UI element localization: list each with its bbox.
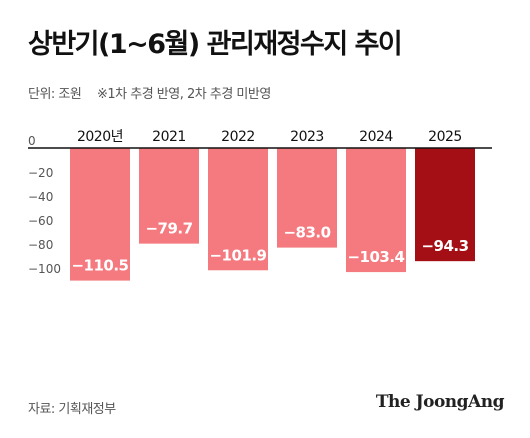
data-label: −79.7 [145,220,192,238]
data-label: −83.0 [283,224,330,242]
unit-label: 단위: 조원 [28,87,82,102]
publisher-logo: The JoongAng [375,392,505,412]
category-label: 2024 [359,129,393,145]
y-tick-label: −60 [28,214,53,228]
data-label: −103.4 [347,248,404,266]
chart-note: ※1차 추경 반영, 2차 추경 미반영 [97,87,271,102]
y-tick-label: −40 [28,190,53,204]
data-label: −94.3 [421,237,468,255]
bar [346,148,406,273]
category-label: 2021 [152,129,186,145]
chart-title: 상반기(1~6월) 관리재정수지 추이 [28,29,403,60]
bar [139,148,199,244]
chart-subtitle: 단위: 조원 ※1차 추경 반영, 2차 추경 미반영 [28,83,283,102]
category-label: 2022 [221,129,255,145]
bar [208,148,268,271]
source-label: 자료: 기획재정부 [28,402,116,417]
bar [70,148,130,281]
data-label: −110.5 [71,257,128,275]
bar [415,148,475,262]
category-label: 2020년 [77,129,123,145]
y-tick-label: 0 [28,134,36,148]
category-label: 2025 [428,129,462,145]
y-tick-label: −20 [28,166,53,180]
category-label: 2023 [290,129,324,145]
bar [277,148,337,248]
y-tick-label: −80 [28,238,53,252]
y-tick-label: −100 [28,262,61,276]
data-label: −101.9 [209,246,266,264]
